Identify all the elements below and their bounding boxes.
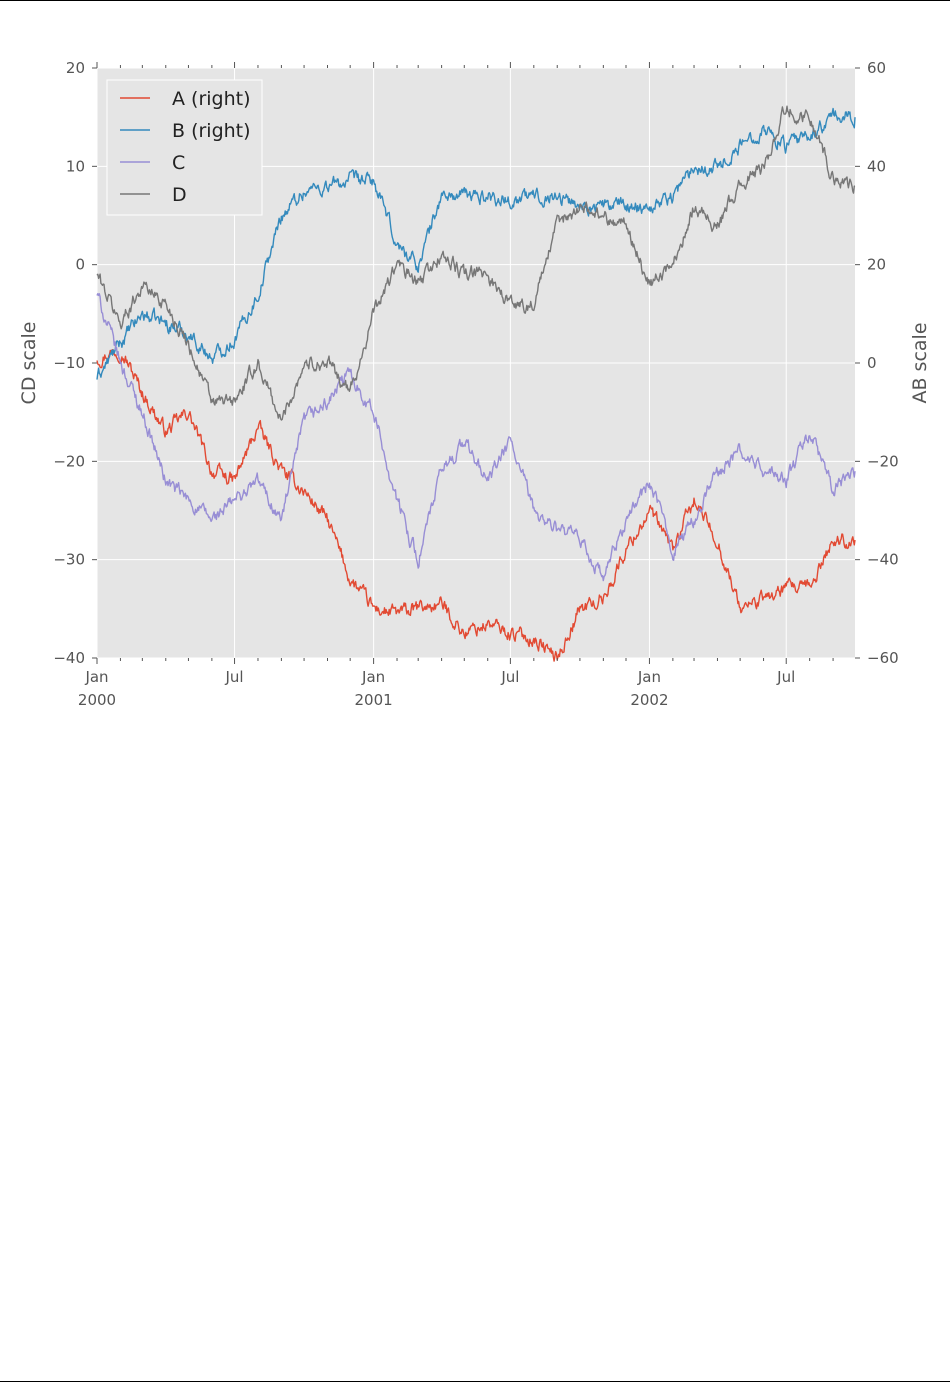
right-axis-label: AB scale bbox=[909, 322, 931, 403]
right-tick-label: 0 bbox=[867, 354, 877, 372]
series-line-d bbox=[96, 105, 856, 421]
x-tick-label: Jul bbox=[500, 668, 519, 686]
legend: A (right) B (right) CD bbox=[106, 79, 263, 216]
series-line-a-right bbox=[96, 349, 856, 662]
right-tick-label: −20 bbox=[867, 452, 899, 470]
series-line-c bbox=[96, 293, 856, 582]
legend-label: D bbox=[172, 184, 187, 206]
left-tick-label: −20 bbox=[53, 452, 85, 470]
legend-label: B (right) bbox=[172, 120, 251, 142]
right-tick-label: 20 bbox=[867, 256, 886, 274]
x-tick-label: 2001 bbox=[355, 691, 393, 709]
legend-box bbox=[106, 79, 263, 216]
right-tick-label: 60 bbox=[867, 59, 886, 77]
right-tick-label: −40 bbox=[867, 551, 899, 569]
left-tick-label: −30 bbox=[53, 551, 85, 569]
left-tick-label: −40 bbox=[53, 649, 85, 667]
page-top-rule bbox=[0, 0, 950, 1]
left-tick-label: 0 bbox=[75, 256, 85, 274]
legend-label: A (right) bbox=[172, 88, 251, 110]
x-tick-label: Jul bbox=[776, 668, 795, 686]
right-tick-label: −60 bbox=[867, 649, 899, 667]
left-tick-label: −10 bbox=[53, 354, 85, 372]
x-tick-label: Jan bbox=[637, 668, 661, 686]
legend-label: C bbox=[172, 152, 185, 174]
x-tick-label: Jan bbox=[84, 668, 108, 686]
axes-layer: 20 10 0 −10 −20 −30 −40 60 40 20 0 −20 −40 −60 Jan 2000… bbox=[53, 59, 898, 709]
left-tick-label: 20 bbox=[66, 59, 85, 77]
right-tick-label: 40 bbox=[867, 157, 886, 175]
series-layer bbox=[96, 105, 856, 662]
series-line-b-right bbox=[96, 107, 856, 380]
x-tick-label: 2000 bbox=[78, 691, 116, 709]
x-tick-label: 2002 bbox=[630, 691, 668, 709]
x-tick-label: Jan bbox=[361, 668, 385, 686]
left-tick-label: 10 bbox=[66, 157, 85, 175]
left-axis-label: CD scale bbox=[18, 322, 40, 405]
x-tick-label: Jul bbox=[224, 668, 243, 686]
